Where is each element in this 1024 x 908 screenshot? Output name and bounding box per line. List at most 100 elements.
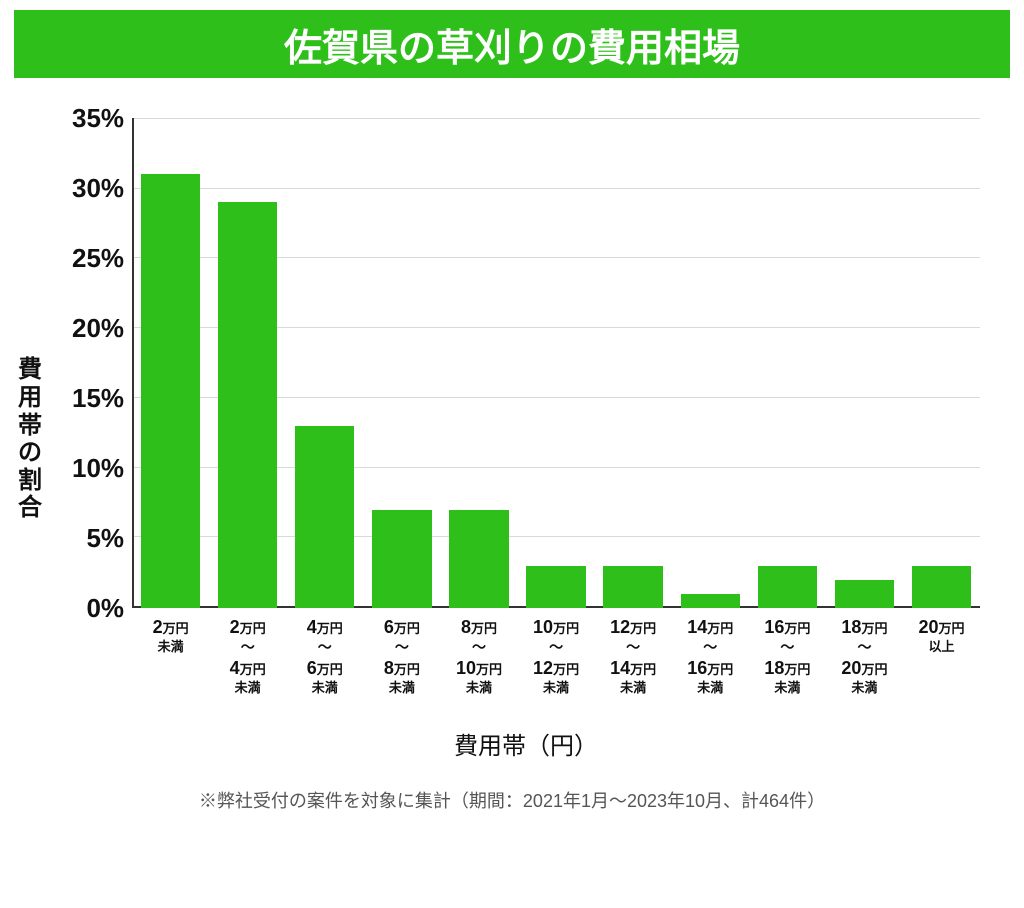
bar-slot: [907, 118, 976, 608]
y-axis-title-char: 割: [18, 467, 43, 495]
bar: [526, 566, 585, 608]
bar: [449, 510, 508, 608]
bar: [141, 174, 200, 608]
y-axis-title-char: 合: [18, 495, 43, 523]
chart-area: 費用帯の割合 35%30%25%20%15%10%5%0% 35% 2万円未満2…: [72, 118, 980, 761]
bar-slot: [136, 118, 205, 608]
x-label-value: 4: [230, 658, 240, 678]
x-label-value: 14: [610, 658, 630, 678]
x-label-value: 18: [764, 658, 784, 678]
y-axis-title-char: 費: [18, 357, 43, 385]
x-label-unit: 万円: [394, 621, 420, 636]
x-label-sub: 未満: [290, 680, 359, 696]
x-label-sub: 未満: [830, 680, 899, 696]
y-axis-title-char: の: [18, 439, 43, 467]
x-label-sub: 未満: [136, 639, 205, 655]
x-label-value: 8: [461, 617, 471, 637]
x-label-range-separator: 〜: [444, 639, 513, 657]
x-label-value: 10: [456, 658, 476, 678]
x-label-value: 20: [841, 658, 861, 678]
x-label-value: 10: [533, 617, 553, 637]
x-label-value: 8: [384, 658, 394, 678]
bar-slot: [753, 118, 822, 608]
x-label-sub: 未満: [599, 680, 668, 696]
x-label-sub: 以上: [907, 639, 976, 655]
x-label-unit: 万円: [630, 621, 656, 636]
x-label-unit: 万円: [707, 621, 733, 636]
y-axis-title: 費用帯の割合: [18, 357, 43, 523]
x-label-unit: 万円: [317, 662, 343, 677]
plot: [132, 118, 980, 608]
x-label: 4万円〜6万円未満: [290, 616, 359, 696]
bar-slot: [676, 118, 745, 608]
x-label-sub: 未満: [676, 680, 745, 696]
x-label: 12万円〜14万円未満: [599, 616, 668, 696]
bar: [603, 566, 662, 608]
x-label-sub: 未満: [367, 680, 436, 696]
x-label: 14万円〜16万円未満: [676, 616, 745, 696]
x-label: 10万円〜12万円未満: [522, 616, 591, 696]
bar: [681, 594, 740, 608]
x-label: 6万円〜8万円未満: [367, 616, 436, 696]
x-label: 8万円〜10万円未満: [444, 616, 513, 696]
x-label-range-separator: 〜: [522, 639, 591, 657]
x-label-range-separator: 〜: [213, 639, 282, 657]
bar-slot: [367, 118, 436, 608]
x-label-value: 2: [230, 617, 240, 637]
x-label-unit: 万円: [861, 662, 887, 677]
x-label-value: 12: [533, 658, 553, 678]
bar: [912, 566, 971, 608]
x-label-unit: 万円: [471, 621, 497, 636]
x-label-unit: 万円: [240, 621, 266, 636]
x-label-value: 14: [687, 617, 707, 637]
x-label-sub: 未満: [213, 680, 282, 696]
x-label-unit: 万円: [394, 662, 420, 677]
x-label-value: 16: [687, 658, 707, 678]
x-label: 2万円未満: [136, 616, 205, 696]
x-label-value: 16: [764, 617, 784, 637]
bar: [835, 580, 894, 608]
x-label-range-separator: 〜: [599, 639, 668, 657]
bar: [758, 566, 817, 608]
x-label: 20万円以上: [907, 616, 976, 696]
x-label-value: 2: [153, 617, 163, 637]
bars: [132, 118, 980, 608]
x-label-unit: 万円: [240, 662, 266, 677]
bar-slot: [444, 118, 513, 608]
bar: [218, 202, 277, 608]
x-label-unit: 万円: [317, 621, 343, 636]
x-label-unit: 万円: [939, 621, 965, 636]
x-label-unit: 万円: [553, 621, 579, 636]
x-label: 18万円〜20万円未満: [830, 616, 899, 696]
bar-slot: [830, 118, 899, 608]
x-label-range-separator: 〜: [753, 639, 822, 657]
x-label-unit: 万円: [630, 662, 656, 677]
x-label-unit: 万円: [784, 662, 810, 677]
bar-slot: [290, 118, 359, 608]
bar: [295, 426, 354, 608]
x-label-unit: 万円: [784, 621, 810, 636]
x-label-unit: 万円: [553, 662, 579, 677]
x-label-value: 18: [841, 617, 861, 637]
x-label-sub: 未満: [753, 680, 822, 696]
x-label-range-separator: 〜: [676, 639, 745, 657]
x-label-value: 4: [307, 617, 317, 637]
bar-slot: [599, 118, 668, 608]
footnote: ※弊社受付の案件を対象に集計（期間：2021年1月～2023年10月、計464件…: [14, 787, 1010, 813]
x-label-range-separator: 〜: [290, 639, 359, 657]
x-axis-title: 費用帯（円）: [72, 726, 980, 761]
chart-title: 佐賀県の草刈りの費用相場: [284, 17, 740, 72]
y-axis-title-char: 帯: [18, 412, 43, 440]
x-label-unit: 万円: [476, 662, 502, 677]
x-label-unit: 万円: [861, 621, 887, 636]
x-label-value: 6: [307, 658, 317, 678]
x-label-value: 20: [919, 617, 939, 637]
chart-title-bar: 佐賀県の草刈りの費用相場: [14, 10, 1010, 78]
x-label: 16万円〜18万円未満: [753, 616, 822, 696]
x-label-unit: 万円: [707, 662, 733, 677]
x-axis-labels: 2万円未満2万円〜4万円未満4万円〜6万円未満6万円〜8万円未満8万円〜10万円…: [132, 616, 980, 696]
x-label-sub: 未満: [444, 680, 513, 696]
x-label-unit: 万円: [163, 621, 189, 636]
bar: [372, 510, 431, 608]
y-axis-ticks: 35%30%25%20%15%10%5%0%: [72, 118, 132, 608]
